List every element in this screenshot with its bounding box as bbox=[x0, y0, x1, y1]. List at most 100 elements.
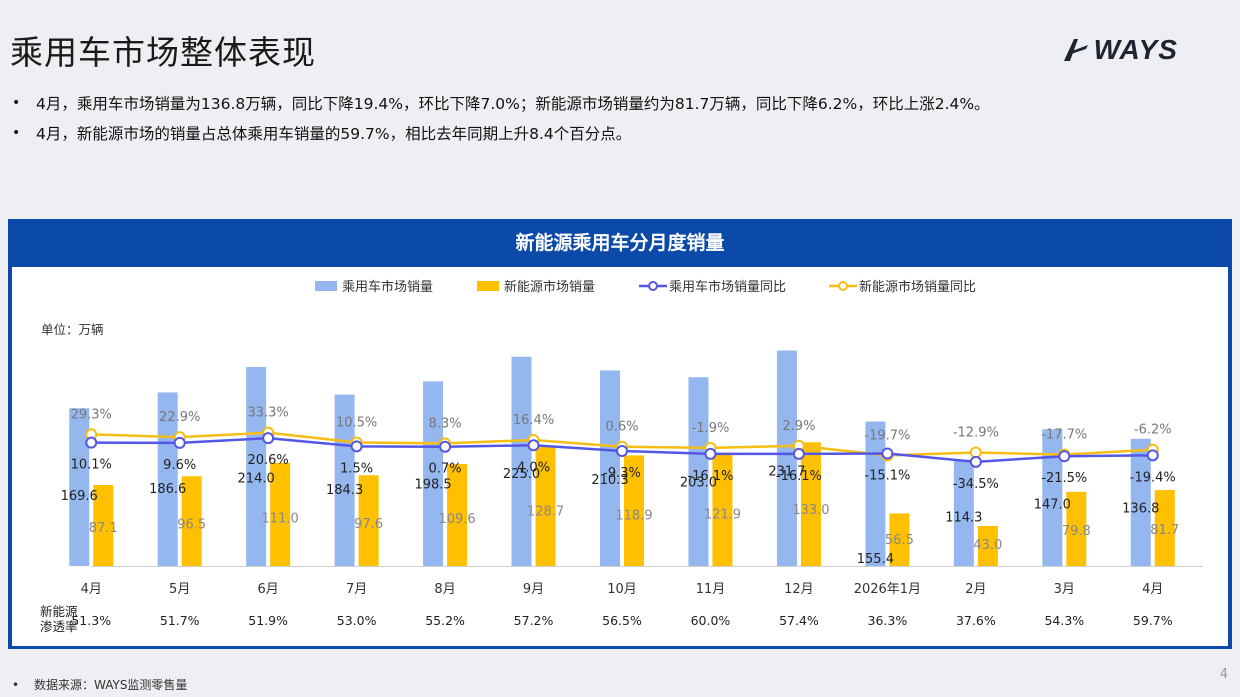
bullet-dot: • bbox=[12, 95, 21, 111]
x-tick-label: 6月 bbox=[258, 582, 279, 597]
bullet-dot: • bbox=[12, 125, 21, 141]
bar-total-label: 214.0 bbox=[238, 471, 275, 486]
nev-yoy-label: 29.3% bbox=[71, 407, 112, 422]
page-number: 4 bbox=[1219, 667, 1228, 682]
bar-nev bbox=[358, 475, 379, 566]
bar-nev-label: 81.7 bbox=[1150, 523, 1179, 538]
nev-yoy-label: 8.3% bbox=[429, 416, 462, 431]
penetration-value: 51.3% bbox=[71, 613, 111, 628]
bar-nev bbox=[712, 452, 733, 566]
chart-panel: 新能源乘用车分月度销量 乘用车市场销量 新能源市场销量 乘用车市场销量同比 新能源市场… bbox=[8, 219, 1232, 649]
bar-nev-label: 109.6 bbox=[438, 512, 475, 527]
bar-total-label: 155.4 bbox=[857, 552, 894, 567]
bar-total bbox=[511, 356, 532, 566]
unit-label: 单位：万辆 bbox=[41, 322, 104, 337]
legend-swatch-nev bbox=[477, 281, 499, 291]
legend-swatch-total bbox=[315, 281, 337, 291]
penetration-value: 60.0% bbox=[691, 613, 731, 628]
x-tick-label: 5月 bbox=[169, 582, 190, 597]
nev-yoy-label: 2.9% bbox=[782, 419, 815, 434]
data-source-note: • 数据来源：WAYS监测零售量 bbox=[12, 676, 187, 693]
bar-total-label: 210.3 bbox=[591, 473, 628, 488]
x-tick-label: 10月 bbox=[607, 582, 637, 597]
legend-label: 乘用车市场销量同比 bbox=[669, 279, 786, 295]
bar-nev-label: 133.0 bbox=[792, 503, 829, 518]
bullet-dot: • bbox=[12, 677, 20, 692]
bar-nev bbox=[1066, 491, 1087, 566]
bar-nev-label: 56.5 bbox=[885, 533, 914, 548]
x-tick-label: 11月 bbox=[696, 582, 726, 597]
data-source-text: 数据来源：WAYS监测零售量 bbox=[34, 678, 188, 692]
total-yoy-label: -16.1% bbox=[776, 469, 822, 484]
bullet-text: 4月，乘用车市场销量为136.8万辆，同比下降19.4%，环比下降7.0%；新能… bbox=[36, 95, 990, 113]
summary-bullets: • 4月，乘用车市场销量为136.8万辆，同比下降19.4%，环比下降7.0%；… bbox=[12, 88, 990, 148]
bullet-text: 4月，新能源市场的销量占总体乘用车销量的59.7%，相比去年同期上升8.4个百分… bbox=[36, 125, 632, 143]
bar-total bbox=[1130, 438, 1151, 566]
bar-total bbox=[953, 459, 974, 566]
bar-nev bbox=[270, 462, 291, 566]
bar-nev-label: 128.7 bbox=[527, 505, 564, 520]
bar-total-label: 136.8 bbox=[1122, 502, 1159, 517]
total-yoy-point bbox=[792, 447, 805, 460]
nev-yoy-label: -19.7% bbox=[864, 428, 910, 443]
x-tick-label: 2026年1月 bbox=[854, 582, 921, 597]
plot-area: 乘用车市场销量 新能源市场销量 乘用车市场销量同比 新能源市场销量同比 单位：万辆 169… bbox=[12, 267, 1228, 646]
summary-bullet: • 4月，新能源市场的销量占总体乘用车销量的59.7%，相比去年同期上升8.4个… bbox=[12, 118, 990, 148]
penetration-value: 36.3% bbox=[868, 613, 908, 628]
nev-yoy-label: 22.9% bbox=[159, 410, 200, 425]
x-tick-label: 3月 bbox=[1054, 582, 1075, 597]
legend-marker-nev bbox=[838, 281, 848, 291]
x-tick-label: 8月 bbox=[434, 582, 455, 597]
penetration-value: 53.0% bbox=[337, 613, 377, 628]
total-yoy-point bbox=[881, 447, 894, 460]
nev-yoy-label: -1.9% bbox=[692, 421, 730, 436]
total-yoy-label: -15.1% bbox=[864, 468, 910, 483]
bar-nev bbox=[535, 446, 556, 566]
total-yoy-point bbox=[85, 436, 98, 449]
total-yoy-point bbox=[969, 455, 982, 468]
x-tick-label: 7月 bbox=[346, 582, 367, 597]
bar-total-label: 231.7 bbox=[768, 464, 805, 479]
penetration-label: 新能源 bbox=[40, 604, 78, 619]
bar-nev bbox=[93, 484, 114, 566]
legend-label: 新能源市场销量同比 bbox=[859, 279, 976, 295]
total-yoy-label: 20.6% bbox=[247, 453, 288, 468]
bar-nev bbox=[977, 526, 998, 566]
bar-total-label: 169.6 bbox=[61, 489, 98, 504]
bar-total-label: 184.3 bbox=[326, 483, 363, 498]
total-yoy-point bbox=[173, 436, 186, 449]
bar-total-label: 114.3 bbox=[945, 510, 982, 525]
x-tick-label: 9月 bbox=[523, 582, 544, 597]
bar-nev bbox=[447, 464, 468, 566]
x-tick-label: 12月 bbox=[784, 582, 814, 597]
total-yoy-label: -9.3% bbox=[603, 466, 641, 481]
bar-nev bbox=[800, 442, 821, 566]
x-tick-label: 4月 bbox=[81, 582, 102, 597]
total-yoy-point bbox=[704, 447, 717, 460]
bar-total-label: 225.0 bbox=[503, 467, 540, 482]
total-yoy-point bbox=[616, 444, 628, 457]
nev-yoy-label: -12.9% bbox=[953, 426, 999, 441]
bar-total bbox=[69, 408, 90, 566]
penetration-label: 渗透率 bbox=[40, 619, 78, 634]
total-yoy-point bbox=[350, 440, 363, 453]
bar-total bbox=[865, 421, 886, 566]
bar-nev bbox=[181, 476, 202, 566]
penetration-value: 56.5% bbox=[602, 613, 642, 628]
bar-nev bbox=[1154, 490, 1175, 566]
penetration-value: 51.9% bbox=[248, 613, 288, 628]
nev-yoy-label: 33.3% bbox=[247, 406, 288, 421]
summary-bullet: • 4月，乘用车市场销量为136.8万辆，同比下降19.4%，环比下降7.0%；… bbox=[12, 88, 990, 118]
logo-text: WAYS bbox=[1093, 34, 1178, 65]
penetration-value: 37.6% bbox=[956, 613, 996, 628]
total-yoy-label: -21.5% bbox=[1041, 471, 1087, 486]
total-yoy-point bbox=[262, 432, 275, 445]
bar-total-label: 198.5 bbox=[414, 477, 451, 492]
bar-nev-label: 118.9 bbox=[615, 509, 652, 524]
bar-total-label: 203.0 bbox=[680, 476, 717, 491]
bar-total bbox=[334, 394, 355, 566]
penetration-value: 51.7% bbox=[160, 613, 200, 628]
bar-nev-label: 121.9 bbox=[704, 507, 741, 522]
ways-logo-mark-icon bbox=[1063, 39, 1088, 61]
bar-total-label: 147.0 bbox=[1034, 498, 1071, 513]
